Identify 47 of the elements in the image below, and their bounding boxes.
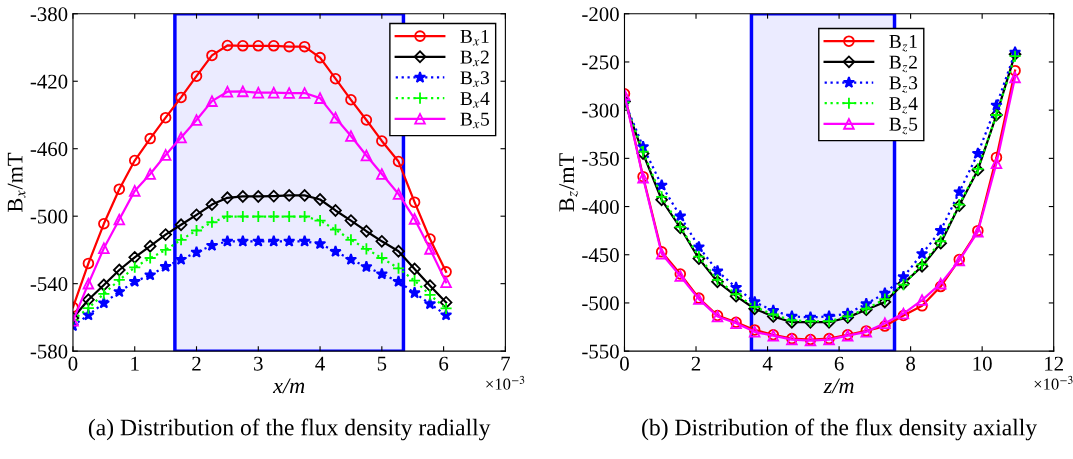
legend-label: B$_{z}$3	[889, 76, 918, 93]
y-tick-label: -460	[30, 142, 68, 157]
x-tick-label: 8	[906, 356, 916, 371]
text: ×10$^{−3}$	[1034, 375, 1073, 390]
y-tick-label: -400	[582, 199, 619, 214]
y-tick-label: -580	[30, 344, 68, 359]
y-tick-label: -350	[582, 151, 619, 166]
x-tick-label: 3	[254, 356, 263, 371]
x-tick-label: 4	[762, 356, 773, 371]
x-tick-label: 5	[377, 356, 387, 371]
x-tick-label: 4	[315, 356, 325, 371]
x-tick-label: 6	[834, 356, 844, 371]
x-tick-label: 0	[68, 356, 78, 371]
y-axis-title: B$_{z}$/mT	[559, 153, 579, 212]
y-tick-label: -550	[582, 344, 619, 359]
y-tick-label: -420	[30, 74, 68, 89]
y-tick-label: -250	[582, 55, 619, 70]
text: ×10$^{−3}$	[486, 375, 525, 390]
y-tick-label: -500	[582, 296, 619, 311]
y-tick-label: -200	[582, 7, 619, 22]
x-tick-label: 10	[973, 356, 992, 371]
legend-label: B$_{z}$5	[889, 117, 918, 135]
x-tick-label: 2	[192, 356, 201, 371]
y-tick-label: -450	[582, 248, 619, 263]
legend-label: B$_{x}$4	[460, 92, 490, 108]
x-tick-label: 2	[691, 356, 701, 371]
y-axis-title: B$_{x}$/mT	[7, 152, 26, 212]
x-axis-title: x/m	[272, 378, 305, 394]
y-tick-label: -380	[30, 7, 68, 22]
x-tick-label: 1	[131, 356, 139, 371]
y-tick-label: -540	[30, 277, 68, 292]
legend-label: B$_{x}$2	[460, 50, 489, 67]
x-tick-label: 7	[501, 356, 510, 371]
x-tick-label: 6	[439, 356, 449, 371]
text: (b) Distribution of the flux density axially	[642, 418, 1038, 441]
legend-label: B$_{z}$4	[889, 97, 918, 114]
y-tick-label: -300	[582, 103, 619, 118]
x-axis-title: z/m	[823, 378, 854, 394]
legend-label: B$_{x}$1	[460, 29, 489, 46]
legend-label: B$_{z}$2	[889, 55, 917, 73]
legend-label: B$_{x}$3	[460, 71, 490, 87]
legend-label: B$_{z}$1	[889, 34, 917, 52]
text: (a) Distribution of the flux density radially	[88, 418, 491, 441]
x-tick-label: 12	[1045, 356, 1063, 371]
legend-label: B$_{x}$5	[460, 112, 490, 129]
x-tick-label: 0	[620, 356, 629, 371]
y-tick-label: -500	[30, 209, 68, 224]
